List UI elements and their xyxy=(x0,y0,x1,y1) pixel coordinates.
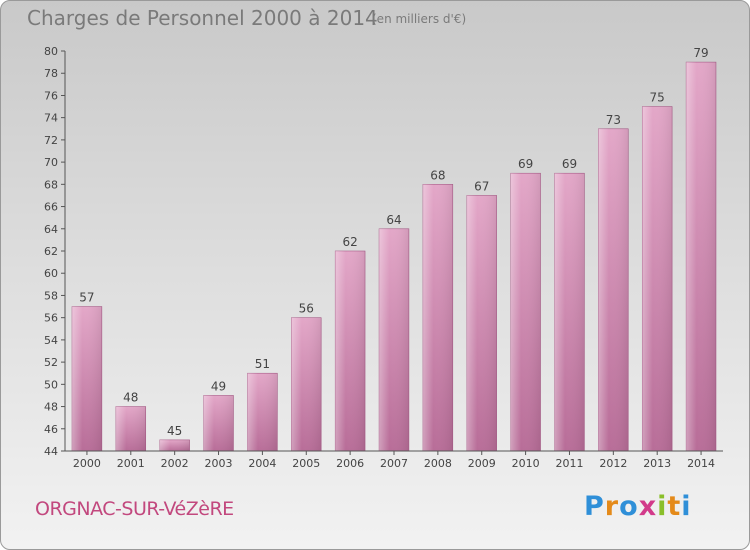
bar-shine-2011 xyxy=(554,173,585,451)
logo-letter: t xyxy=(667,491,682,522)
x-tick-label: 2000 xyxy=(73,457,101,470)
bar-shine-2013 xyxy=(642,106,673,452)
bar-shine-2002 xyxy=(159,439,190,451)
y-tick-label: 76 xyxy=(44,89,58,102)
bar-shine-2012 xyxy=(598,128,629,451)
bar-value-label: 49 xyxy=(211,379,226,393)
logo-letter: r xyxy=(604,491,620,522)
bar-value-label: 62 xyxy=(342,235,357,249)
x-tick-label: 2004 xyxy=(248,457,276,470)
bar-value-label: 64 xyxy=(386,213,401,227)
bar-shine-2001 xyxy=(115,406,146,451)
bar-shine-2010 xyxy=(510,173,541,451)
bar-value-label: 51 xyxy=(255,357,270,371)
bar-value-label: 73 xyxy=(606,113,621,127)
bar-value-label: 69 xyxy=(518,157,533,171)
y-tick-label: 66 xyxy=(44,201,58,214)
y-tick-label: 78 xyxy=(44,67,58,80)
y-tick-label: 72 xyxy=(44,134,58,147)
logo-letter: x xyxy=(638,491,658,522)
bar-value-label: 69 xyxy=(562,157,577,171)
y-tick-label: 64 xyxy=(44,223,58,236)
x-tick-label: 2011 xyxy=(555,457,583,470)
logo-letter: i xyxy=(657,491,668,522)
bar-value-label: 68 xyxy=(430,168,445,182)
bar-value-label: 45 xyxy=(167,424,182,438)
bar-value-label: 67 xyxy=(474,179,489,193)
bar-value-label: 48 xyxy=(123,391,138,405)
x-tick-label: 2003 xyxy=(205,457,233,470)
y-tick-label: 68 xyxy=(44,178,58,191)
y-tick-label: 58 xyxy=(44,289,58,302)
y-tick-label: 48 xyxy=(44,401,58,414)
bar-shine-2006 xyxy=(335,251,366,451)
x-tick-label: 2006 xyxy=(336,457,364,470)
y-tick-label: 70 xyxy=(44,156,58,169)
bar-shine-2009 xyxy=(466,195,497,451)
bar-shine-2007 xyxy=(379,228,409,451)
bar-shine-2003 xyxy=(203,395,234,451)
x-tick-label: 2002 xyxy=(161,457,189,470)
bar-value-label: 56 xyxy=(299,302,314,316)
logo-letter: i xyxy=(681,491,692,522)
y-tick-label: 56 xyxy=(44,312,58,325)
x-tick-label: 2009 xyxy=(468,457,496,470)
bar-value-label: 79 xyxy=(693,46,708,60)
logo-letter: o xyxy=(619,491,639,522)
x-tick-label: 2012 xyxy=(599,457,627,470)
y-tick-label: 44 xyxy=(44,445,58,458)
chart-unit: (en milliers d'€) xyxy=(372,12,467,26)
x-tick-label: 2010 xyxy=(512,457,540,470)
bar-shine-2014 xyxy=(686,62,716,451)
y-tick-label: 74 xyxy=(44,112,58,125)
y-tick-label: 60 xyxy=(44,267,58,280)
y-tick-label: 52 xyxy=(44,356,58,369)
x-tick-label: 2001 xyxy=(117,457,145,470)
y-tick-label: 54 xyxy=(44,334,58,347)
bar-value-label: 75 xyxy=(650,91,665,105)
x-tick-label: 2014 xyxy=(687,457,715,470)
y-tick-label: 50 xyxy=(44,378,58,391)
chart-title: Charges de Personnel 2000 à 2014 xyxy=(27,6,378,30)
bar-value-label: 57 xyxy=(79,291,94,305)
x-tick-label: 2007 xyxy=(380,457,408,470)
y-tick-label: 62 xyxy=(44,245,58,258)
bar-shine-2005 xyxy=(291,317,322,451)
bar-shine-2004 xyxy=(247,373,278,451)
x-tick-label: 2013 xyxy=(643,457,671,470)
bar-shine-2008 xyxy=(422,184,453,452)
commune-name: ORGNAC-SUR-VéZèRE xyxy=(35,498,234,520)
bar-shine-2000 xyxy=(72,306,102,451)
y-tick-label: 80 xyxy=(44,45,58,58)
x-tick-label: 2005 xyxy=(292,457,320,470)
x-tick-label: 2008 xyxy=(424,457,452,470)
logo-letter: P xyxy=(584,491,605,522)
y-tick-label: 46 xyxy=(44,423,58,436)
proxiti-logo: Proxiti xyxy=(584,491,692,522)
